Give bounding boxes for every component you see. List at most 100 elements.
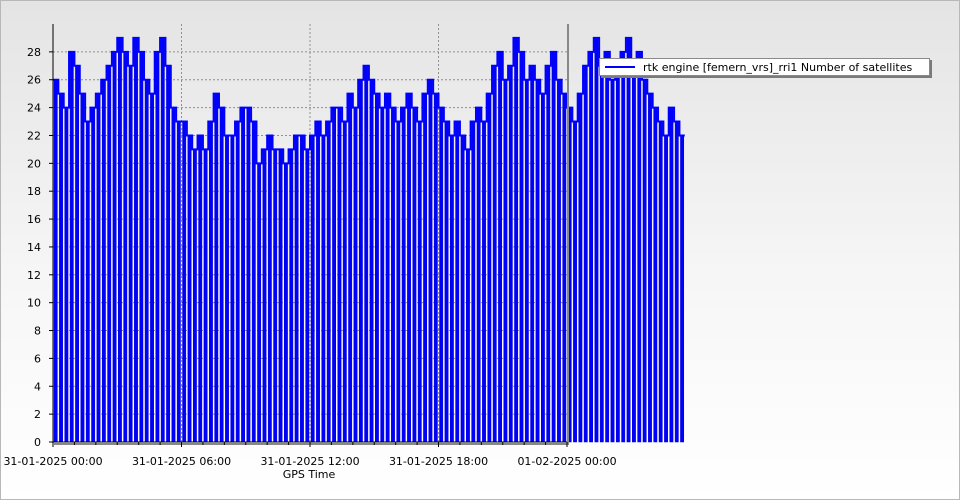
y-tick-label: 0 [34, 436, 41, 449]
bar [316, 121, 320, 443]
bar [615, 65, 620, 443]
bar [235, 121, 240, 443]
bar [578, 93, 583, 443]
bar [664, 135, 668, 443]
bar [476, 107, 481, 443]
bar [198, 135, 203, 443]
bar [209, 121, 213, 443]
legend: rtk engine [femern_vrs]_rri1 Number of s… [599, 58, 930, 76]
bar [530, 65, 535, 443]
grid-lines [53, 24, 567, 442]
bar [321, 135, 326, 443]
x-axis-ticks: 31-01-2025 00:00 31-01-2025 06:00 31-01-20… [3, 442, 617, 468]
y-tick-label: 4 [34, 380, 41, 393]
bar [605, 51, 610, 443]
x-tick-label: 31-01-2025 00:00 [3, 455, 102, 468]
bar [262, 149, 267, 443]
bar [455, 121, 460, 443]
bar [466, 149, 470, 443]
x-tick-label: 31-01-2025 06:00 [132, 455, 231, 468]
x-axis-title: GPS Time [283, 468, 336, 481]
bar [160, 37, 165, 443]
bar [171, 107, 176, 443]
bar [187, 135, 192, 443]
bar [294, 135, 299, 443]
bar [589, 51, 593, 443]
bar [310, 135, 315, 443]
bar [449, 135, 454, 443]
bar [53, 79, 58, 443]
legend-series-label: rtk engine [femern_vrs]_rri1 Number of s… [643, 60, 913, 74]
bar [91, 107, 96, 443]
y-tick-label: 14 [27, 241, 41, 254]
legend-series-swatch [605, 66, 635, 68]
bar [246, 107, 251, 443]
bar [380, 107, 385, 443]
bar [257, 163, 262, 443]
y-tick-label: 26 [27, 74, 41, 87]
bar [428, 79, 433, 443]
bar [326, 121, 331, 443]
bar [610, 79, 615, 443]
bar [460, 135, 465, 443]
y-tick-label: 12 [27, 269, 41, 282]
bar [139, 51, 144, 443]
bar [241, 107, 245, 443]
bar [192, 149, 197, 443]
x-tick-label: 01-02-2025 00:00 [517, 455, 616, 468]
bar [423, 93, 428, 443]
bar [626, 37, 631, 443]
bar [364, 65, 369, 443]
bar [176, 121, 181, 443]
bar [648, 93, 652, 443]
bar [251, 121, 256, 443]
bar [412, 107, 417, 443]
bar [118, 37, 122, 443]
bar [407, 93, 411, 443]
bar [134, 37, 138, 443]
bar [632, 65, 636, 443]
y-tick-label: 18 [27, 185, 41, 198]
bar [599, 65, 604, 443]
y-tick-label: 6 [34, 352, 41, 365]
bar [369, 79, 374, 443]
bar [401, 107, 406, 443]
bar [230, 135, 235, 443]
bar [358, 79, 363, 443]
bar [391, 107, 395, 443]
bar [524, 79, 529, 443]
bar [59, 93, 63, 443]
bar [594, 37, 599, 443]
y-tick-label: 2 [34, 408, 41, 421]
bar [492, 65, 497, 443]
bar [289, 149, 294, 443]
bar [273, 149, 278, 443]
bar [482, 121, 486, 443]
bar [203, 149, 208, 443]
bar [439, 107, 444, 443]
bar [621, 51, 626, 443]
bar [546, 65, 551, 443]
bar [219, 107, 224, 443]
bar [166, 65, 171, 443]
y-tick-label: 20 [27, 157, 41, 170]
bar [417, 121, 422, 443]
bar [508, 65, 513, 443]
y-tick-label: 24 [27, 102, 41, 115]
bar [680, 135, 685, 443]
bar [278, 149, 283, 443]
bar [342, 121, 347, 443]
bar [80, 93, 85, 443]
series-line [53, 36, 685, 165]
y-tick-label: 22 [27, 129, 41, 142]
bar [471, 121, 476, 443]
bar [583, 65, 588, 443]
bar [573, 121, 577, 443]
bar [498, 51, 502, 443]
bar [85, 121, 90, 443]
bar [182, 121, 187, 443]
bar [503, 79, 508, 443]
bar [64, 107, 69, 443]
